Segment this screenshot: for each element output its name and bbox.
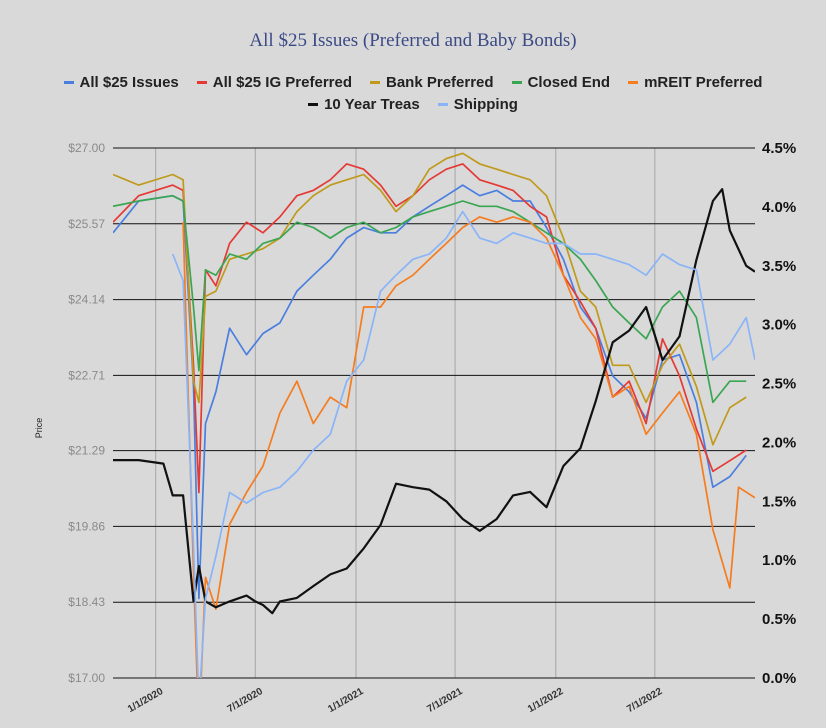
legend-item: All $25 IG Preferred (196, 74, 352, 91)
series-line (113, 163, 747, 494)
x-tick-label: 7/1/2022 (625, 686, 665, 715)
series-line (113, 152, 747, 446)
y-right-tick-label: 3.5% (762, 258, 796, 275)
x-tick-label: 1/1/2020 (126, 686, 166, 715)
legend-label: Shipping (453, 96, 518, 113)
legend-item: 10 Year Treas (308, 96, 420, 113)
y-axis-title: Price (34, 418, 44, 439)
y-left-tick-label: $17.00 (68, 671, 105, 685)
y-left-tick-label: $22.71 (68, 368, 105, 382)
series-line (113, 188, 755, 615)
x-tick-label: 7/1/2021 (425, 686, 465, 715)
y-right-tick-label: 2.0% (762, 434, 796, 451)
y-left-tick-label: $21.29 (68, 444, 105, 458)
y-left-tick-label: $18.43 (68, 595, 105, 609)
legend-label: All $25 IG Preferred (212, 74, 352, 91)
y-right-tick-label: 0.0% (762, 670, 796, 687)
legend-swatch (196, 80, 207, 84)
legend-swatch (628, 80, 639, 84)
legend-label: mREIT Preferred (644, 74, 763, 91)
legend-swatch (437, 102, 448, 106)
legend-item: Shipping (437, 96, 518, 113)
legend-swatch (308, 102, 319, 106)
y-right-tick-label: 0.5% (762, 611, 796, 628)
legend-row: 10 Year Treas Shipping (0, 96, 826, 113)
y-right-tick-label: 4.5% (762, 140, 796, 157)
legend-label: 10 Year Treas (324, 96, 420, 113)
x-tick-label: 1/1/2022 (526, 686, 566, 715)
y-right-tick-label: 4.0% (762, 199, 796, 216)
y-left-tick-label: $24.14 (68, 293, 105, 307)
y-right-tick-label: 3.0% (762, 317, 796, 334)
y-left-tick-label: $25.57 (68, 217, 105, 231)
legend-swatch (370, 80, 380, 84)
series-line (113, 184, 747, 600)
legend-label: Closed End (527, 74, 611, 91)
legend-label: Bank Preferred (386, 74, 494, 91)
legend-swatch (63, 80, 74, 84)
y-right-tick-label: 1.0% (762, 552, 796, 569)
legend-item: Bank Preferred (370, 74, 494, 91)
series-line (113, 194, 747, 404)
legend-item: mREIT Preferred (628, 74, 762, 91)
legend-item: Closed End (511, 74, 611, 91)
legend-label: All $25 Issues (79, 74, 179, 91)
chart-title: All $25 Issues (Preferred and Baby Bonds… (249, 30, 577, 51)
series-line (182, 216, 755, 678)
legend-item: All $25 Issues (63, 74, 179, 91)
y-left-tick-label: $27.00 (68, 141, 105, 155)
y-right-tick-label: 2.5% (762, 376, 796, 393)
y-right-tick-label: 1.5% (762, 493, 796, 510)
series-line (171, 210, 755, 678)
legend-row: All $25 Issues All $25 IG Preferred Bank P… (0, 74, 826, 91)
legend-swatch (511, 80, 522, 84)
y-left-tick-label: $19.86 (68, 519, 105, 533)
x-tick-label: 7/1/2020 (226, 686, 266, 715)
x-tick-label: 1/1/2021 (326, 686, 366, 715)
